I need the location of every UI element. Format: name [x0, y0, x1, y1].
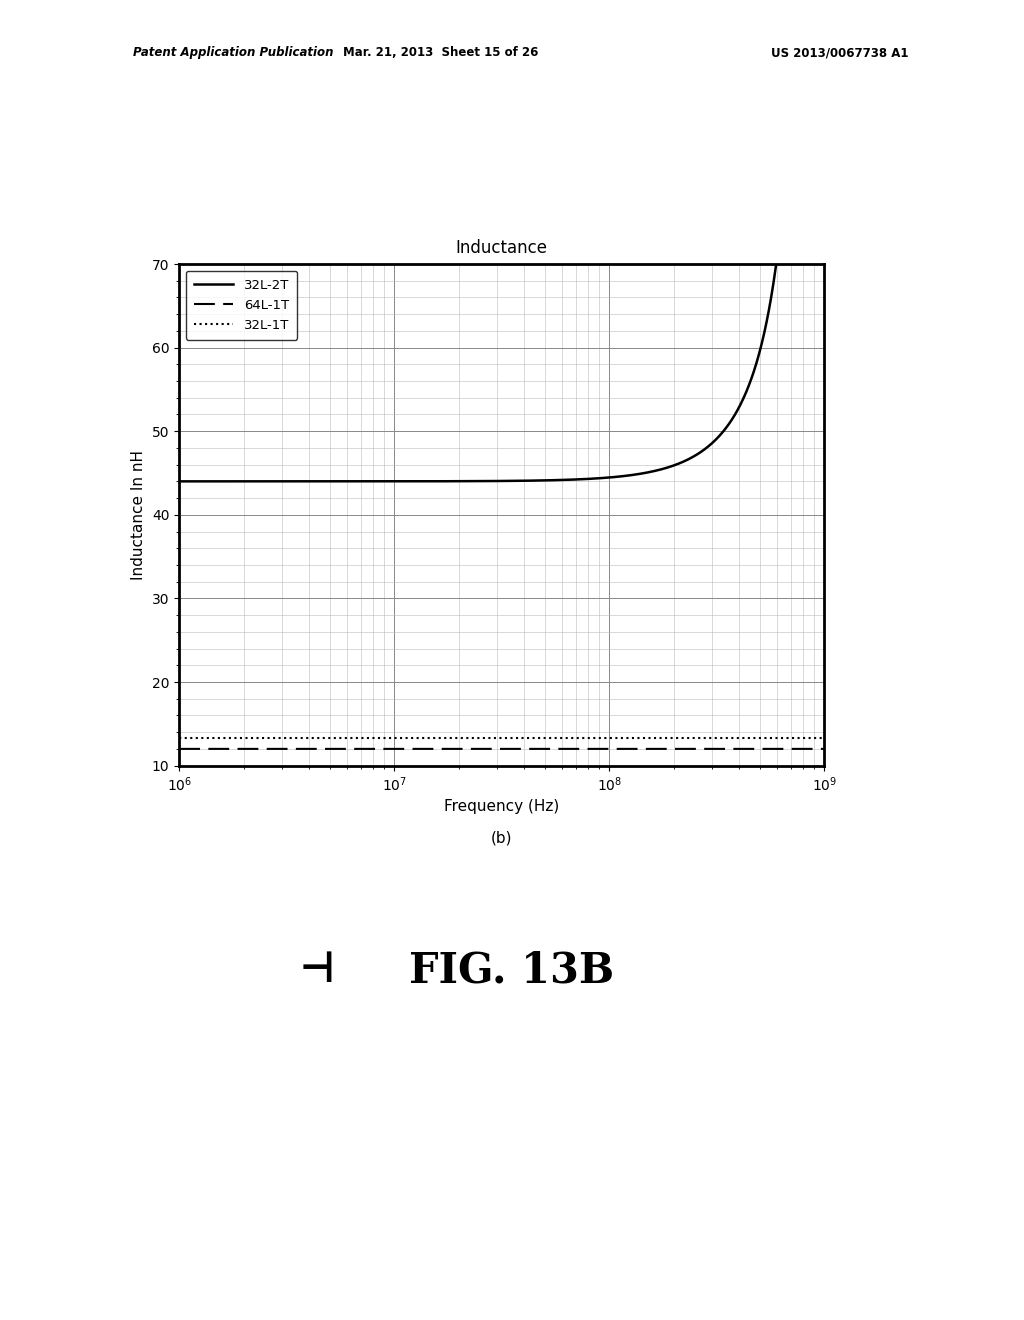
X-axis label: Frequency (Hz): Frequency (Hz) — [444, 800, 559, 814]
32L-2T — [486, 473, 499, 488]
32L-2T — [681, 451, 693, 467]
32L-1T — [173, 730, 185, 746]
Text: ⊣: ⊣ — [299, 949, 336, 991]
Text: US 2013/0067738 A1: US 2013/0067738 A1 — [771, 46, 908, 59]
32L-1T — [681, 730, 693, 746]
64L-1T — [486, 741, 499, 756]
32L-2T — [173, 474, 185, 490]
32L-1T — [800, 730, 812, 746]
Text: (b): (b) — [492, 830, 512, 846]
Legend: 32L-2T, 64L-1T, 32L-1T: 32L-2T, 64L-1T, 32L-1T — [185, 271, 297, 339]
64L-1T — [681, 741, 693, 756]
64L-1T — [800, 741, 812, 756]
64L-1T — [206, 741, 218, 756]
Text: Patent Application Publication: Patent Application Publication — [133, 46, 334, 59]
Text: FIG. 13B: FIG. 13B — [410, 949, 614, 991]
Line: 32L-2T: 32L-2T — [179, 267, 776, 482]
Text: Mar. 21, 2013  Sheet 15 of 26: Mar. 21, 2013 Sheet 15 of 26 — [343, 46, 538, 59]
32L-1T — [470, 730, 482, 746]
32L-2T — [206, 474, 218, 490]
32L-1T — [206, 730, 218, 746]
32L-1T — [486, 730, 499, 746]
Y-axis label: Inductance In nH: Inductance In nH — [131, 450, 146, 579]
64L-1T — [799, 741, 811, 756]
64L-1T — [818, 741, 830, 756]
32L-2T — [470, 474, 482, 490]
32L-1T — [818, 730, 830, 746]
Title: Inductance: Inductance — [456, 239, 548, 257]
64L-1T — [470, 741, 482, 756]
32L-1T — [799, 730, 811, 746]
64L-1T — [173, 741, 185, 756]
